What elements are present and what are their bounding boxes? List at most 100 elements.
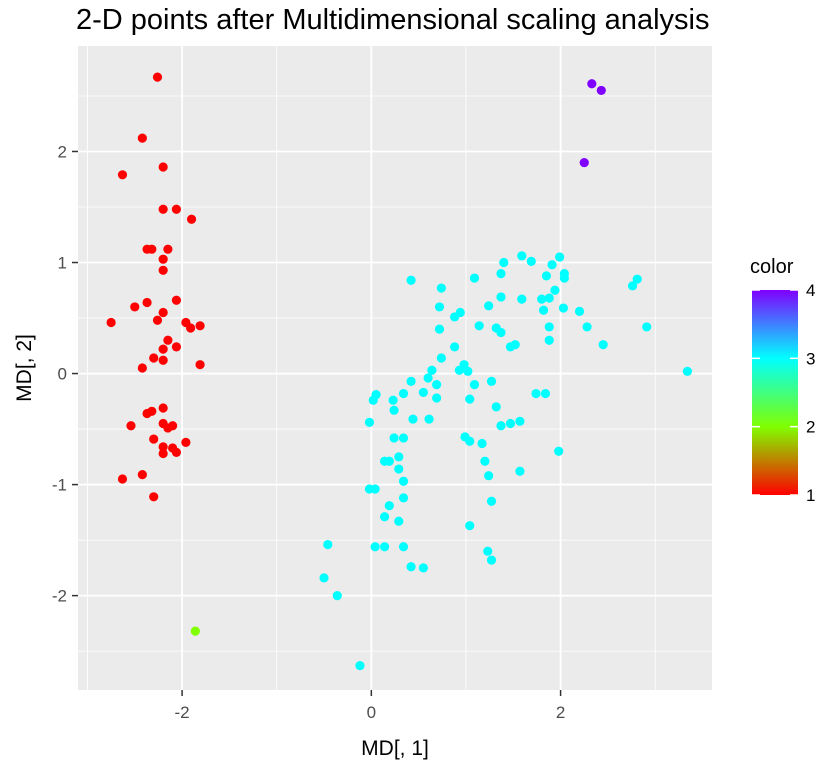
data-point — [642, 322, 652, 332]
data-point — [186, 214, 197, 224]
data-point — [491, 402, 501, 412]
data-point — [540, 388, 551, 399]
legend-tick-label: 2 — [806, 418, 815, 437]
data-point — [158, 442, 168, 452]
data-point — [432, 393, 442, 403]
y-tick-label: -2 — [52, 587, 67, 606]
data-point — [186, 323, 196, 333]
data-point — [389, 433, 399, 443]
y-tick-label: 0 — [58, 365, 67, 384]
data-point — [450, 312, 460, 322]
data-point — [319, 573, 329, 583]
data-point — [424, 414, 434, 424]
data-point — [432, 380, 442, 390]
data-point — [544, 322, 554, 332]
data-point — [406, 376, 416, 386]
data-point — [427, 365, 437, 375]
data-point — [517, 251, 527, 261]
data-point — [463, 366, 473, 376]
data-point — [483, 546, 493, 556]
data-point — [486, 496, 497, 506]
data-point — [515, 466, 525, 476]
data-point — [496, 292, 506, 302]
data-point — [555, 252, 565, 262]
data-point — [394, 452, 404, 462]
data-point — [117, 170, 128, 180]
data-point — [398, 476, 409, 486]
data-point — [505, 342, 516, 352]
data-point — [370, 542, 380, 552]
data-point — [168, 443, 178, 453]
legend-title: color — [750, 256, 794, 278]
data-point — [158, 307, 168, 318]
data-point — [142, 297, 152, 308]
data-point — [388, 395, 398, 405]
data-point — [147, 244, 157, 254]
data-point — [158, 355, 168, 365]
data-point — [130, 302, 140, 312]
y-axis-title: MD[, 2] — [13, 334, 36, 402]
data-point — [632, 274, 642, 284]
data-point — [163, 335, 173, 345]
data-point — [469, 273, 480, 283]
data-point — [106, 317, 116, 328]
data-point — [484, 301, 494, 311]
data-point — [394, 464, 404, 474]
data-point — [126, 421, 136, 431]
data-point — [537, 294, 547, 304]
data-point — [434, 302, 445, 312]
data-point — [582, 322, 592, 332]
data-point — [181, 437, 191, 447]
data-point — [406, 275, 416, 285]
color-legend: color 1 2 3 4 — [750, 256, 815, 505]
data-point — [158, 344, 168, 354]
plot-panel — [78, 46, 712, 690]
data-point — [152, 315, 163, 325]
data-point — [398, 433, 409, 443]
data-point — [149, 492, 159, 502]
data-point — [147, 406, 157, 416]
data-point — [158, 448, 168, 459]
y-tick-label: -1 — [52, 476, 67, 495]
data-point — [554, 446, 564, 456]
legend-tick-label: 4 — [806, 281, 815, 300]
data-point — [574, 306, 585, 316]
data-point — [384, 456, 394, 466]
major-gridlines — [78, 46, 712, 690]
x-axis: -2 0 2 — [175, 690, 565, 722]
data-point — [587, 79, 597, 89]
data-point — [190, 626, 200, 636]
data-point — [398, 542, 409, 552]
data-point — [434, 324, 445, 334]
data-point — [408, 414, 418, 424]
data-point — [171, 204, 182, 214]
data-point — [484, 471, 494, 481]
y-axis: -2 -1 0 1 2 — [52, 142, 78, 606]
data-point — [384, 501, 394, 511]
legend-tick-label: 1 — [806, 486, 815, 505]
data-point — [496, 269, 506, 279]
legend-colorbar — [752, 290, 798, 495]
y-tick-label: 2 — [58, 142, 67, 161]
x-tick-label: -2 — [175, 703, 190, 722]
data-point — [163, 244, 173, 254]
data-point — [486, 376, 497, 386]
chart-title: 2-D points after Multidimensional scalin… — [76, 4, 710, 36]
data-point — [398, 493, 409, 503]
data-point — [158, 162, 168, 172]
data-point — [544, 335, 554, 345]
data-point — [541, 271, 552, 281]
data-point — [538, 305, 549, 315]
data-point — [480, 456, 490, 466]
data-point — [505, 418, 516, 429]
data-point — [370, 484, 380, 494]
data-point — [323, 539, 333, 550]
data-point — [137, 469, 147, 480]
data-point — [332, 591, 342, 601]
data-point — [598, 340, 608, 350]
data-point — [171, 295, 182, 305]
x-axis-title: MD[, 1] — [361, 737, 429, 760]
data-point — [368, 395, 378, 405]
data-point — [627, 281, 638, 291]
data-point — [137, 363, 147, 373]
